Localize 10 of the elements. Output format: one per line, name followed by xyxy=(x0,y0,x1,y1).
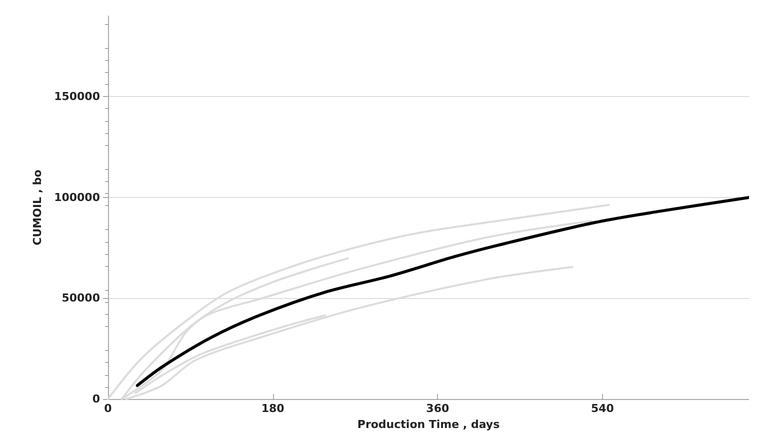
y-tick-label: 150000 xyxy=(54,90,100,104)
y-tick-label: 0 xyxy=(92,392,100,406)
x-tick-label: 0 xyxy=(104,402,112,415)
x-tick-label: 540 xyxy=(591,402,614,415)
y-tick-label: 50000 xyxy=(62,292,100,305)
x-tick-label: 360 xyxy=(426,402,450,415)
y-axis-title: CUMOIL , bo xyxy=(31,169,44,246)
x-tick-label: 180 xyxy=(261,402,285,415)
x-axis-title: Production Time , days xyxy=(357,418,500,431)
y-tick-label: 100000 xyxy=(54,190,100,204)
